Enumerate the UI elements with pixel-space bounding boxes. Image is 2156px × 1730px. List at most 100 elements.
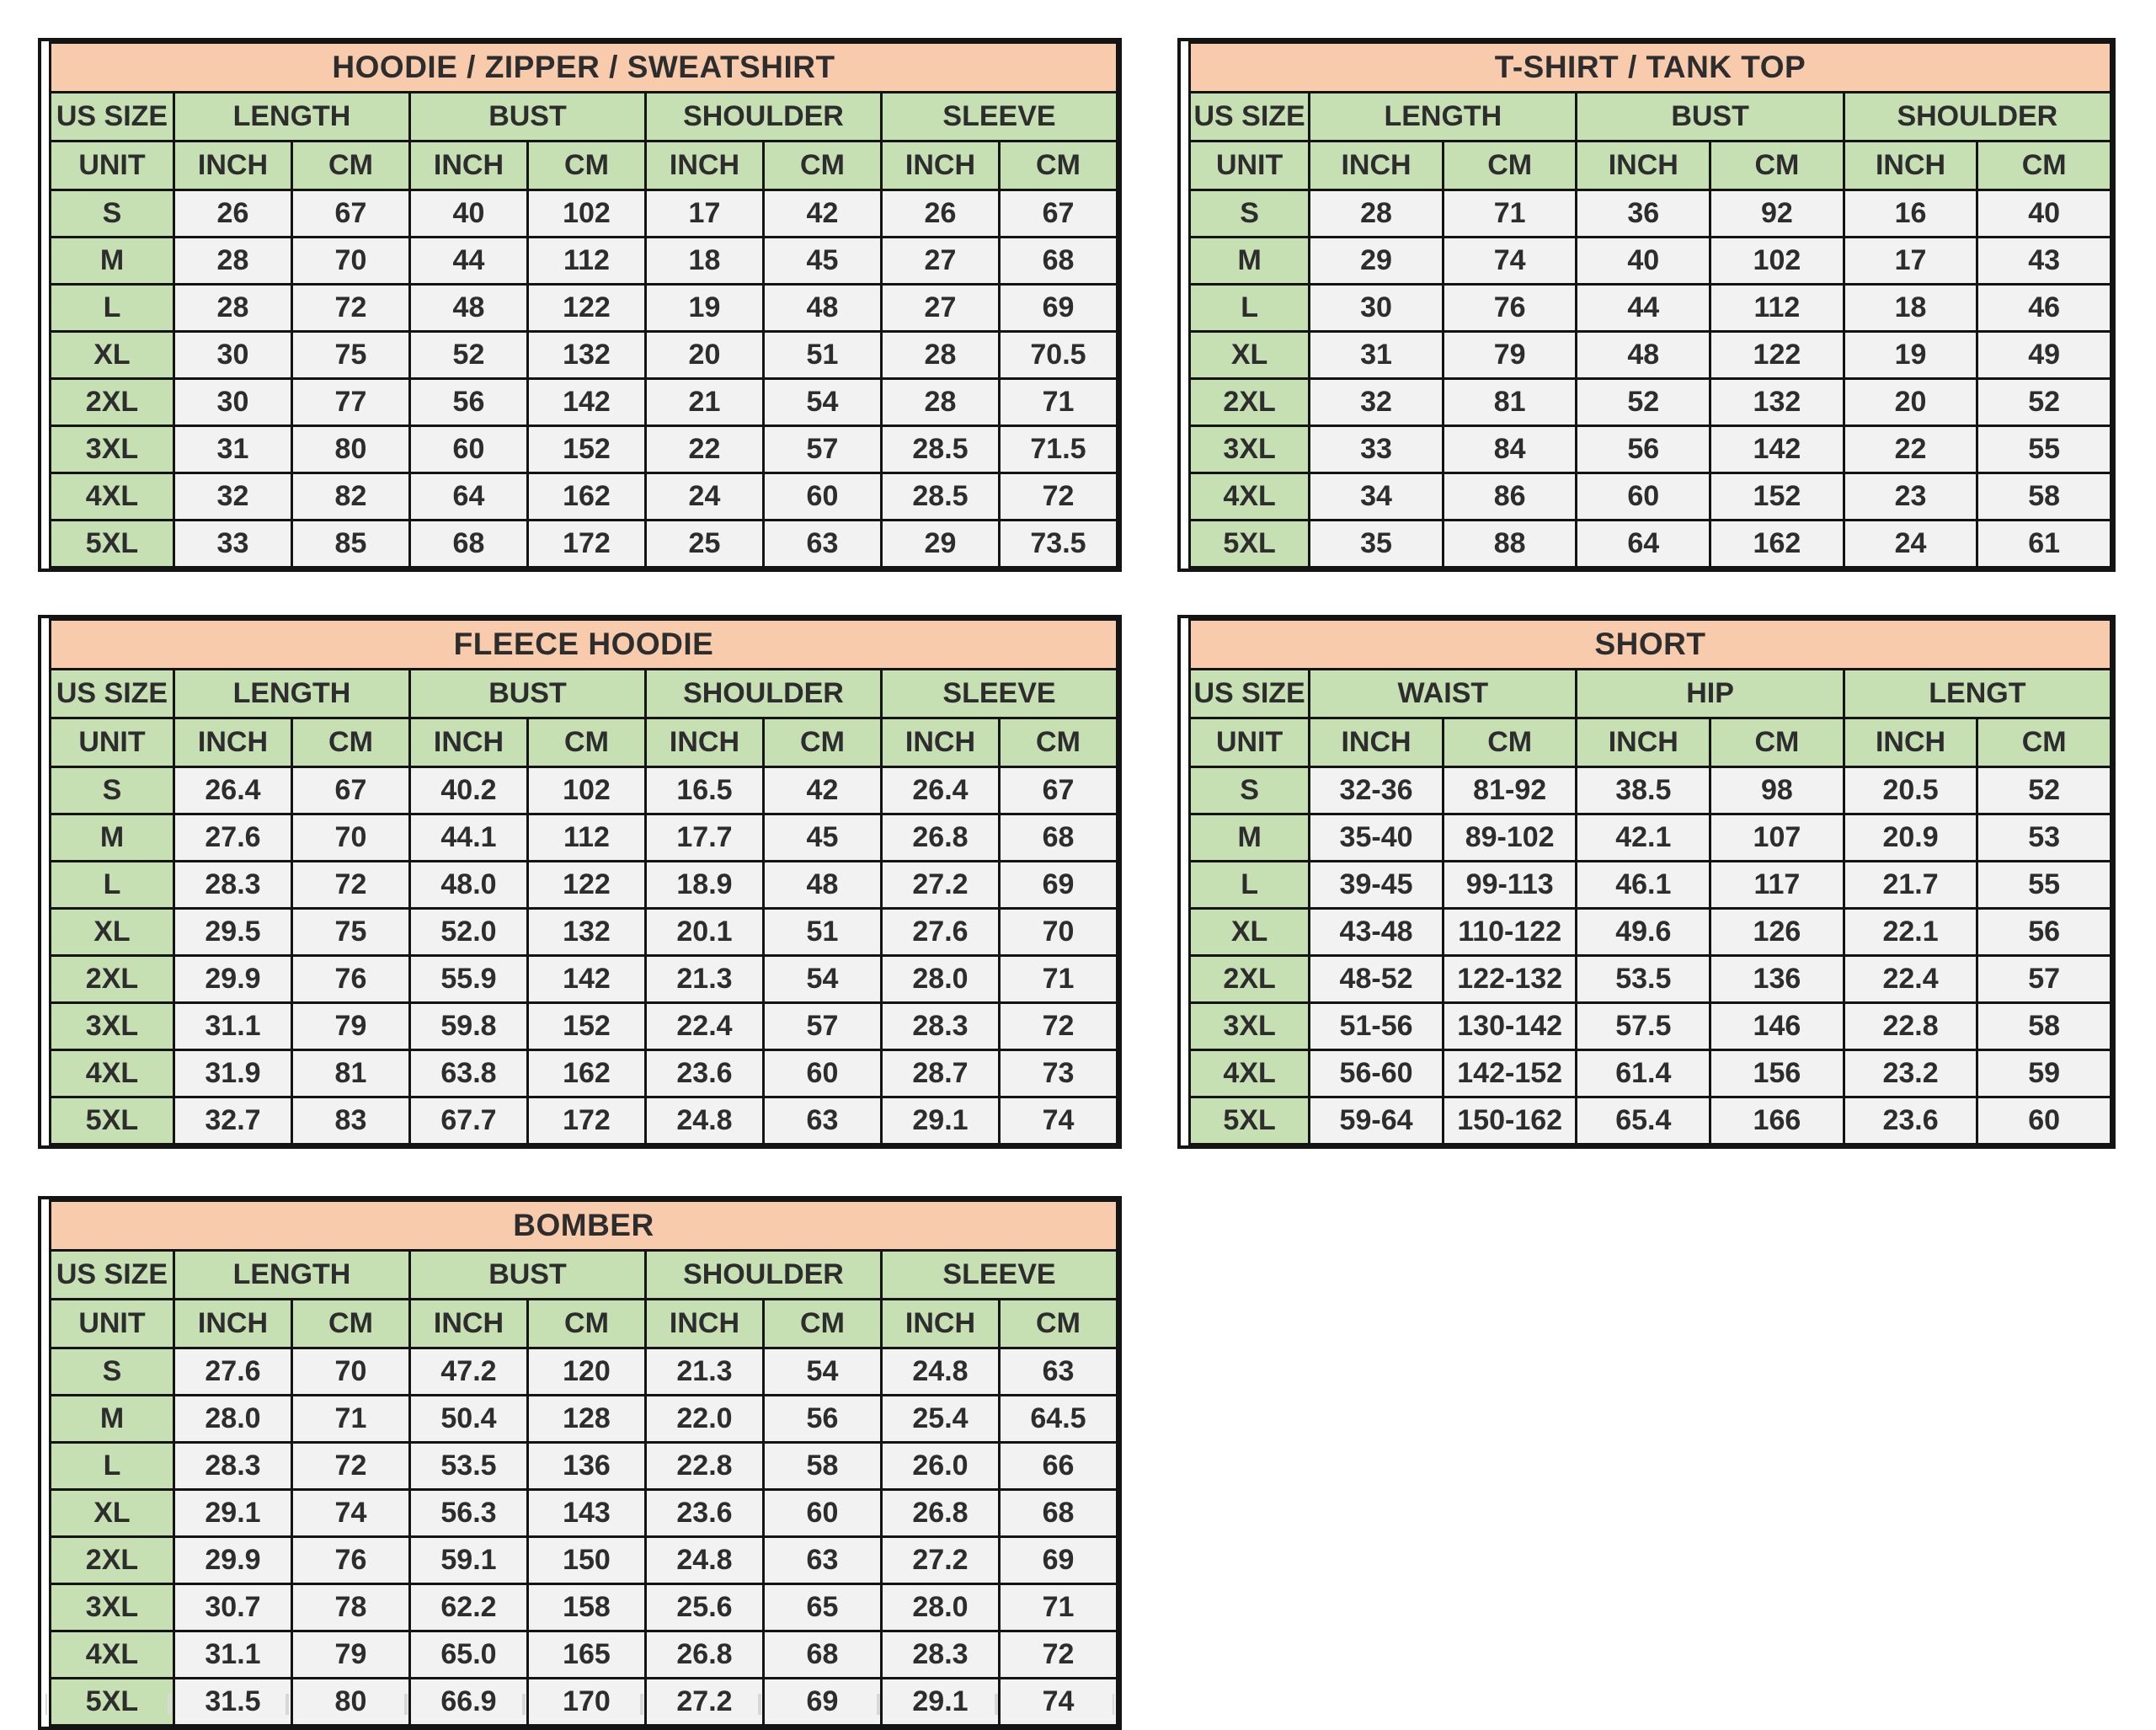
table-row-5xl: 5XL 59-64 150-162 65.4 166 23.6 60: [1187, 1096, 2112, 1145]
empty-cell: [523, 1694, 643, 1715]
unit-label-inch: INCH: [1842, 717, 1979, 768]
measure-value: 52: [408, 330, 529, 380]
measure-value: 48: [761, 860, 883, 910]
group-header-lengt: LENGT: [1842, 668, 2113, 719]
measure-value: 55: [1976, 860, 2112, 910]
measure-value: 132: [1709, 377, 1845, 427]
measure-value: 28.0: [879, 1583, 1001, 1632]
table-row-m: M 35-40 89-102 42.1 107 20.9 53: [1187, 813, 2112, 862]
size-table-fleece-hoodie: FLEECE HOODIE US SIZE LENGTH BUST SHOULDER SL…: [38, 615, 1122, 1149]
measure-value: 28.7: [879, 1049, 1001, 1098]
measure-value: 56: [1976, 907, 2112, 957]
unit-label-cm: CM: [1709, 717, 1845, 768]
measure-value: 70: [290, 813, 411, 862]
group-header-length: LENGTH: [172, 91, 411, 142]
group-header-shoulder: SHOULDER: [643, 1249, 883, 1300]
measure-value: 75: [290, 330, 411, 380]
measure-value: 54: [761, 377, 883, 427]
measure-value: 60: [761, 1049, 883, 1098]
size-label: 4XL: [1187, 1049, 1311, 1098]
measure-value: 64: [408, 472, 529, 521]
measure-value: 166: [1709, 1096, 1845, 1145]
measure-value: 28.5: [879, 472, 1001, 521]
measure-value: 18: [643, 236, 765, 286]
measure-value: 32: [1308, 377, 1444, 427]
measure-value: 44: [1575, 283, 1712, 333]
table-title: HOODIE / ZIPPER / SWEATSHIRT: [49, 41, 1118, 93]
measure-value: 71: [290, 1394, 411, 1444]
size-table-bomber: BOMBER US SIZE LENGTH BUST SHOULDER SLEEVE UNI…: [38, 1196, 1122, 1730]
table-row-3xl: 3XL 30.7 78 62.2 158 25.6 65 28.0 71: [49, 1583, 1119, 1632]
measure-value: 142-152: [1441, 1049, 1578, 1098]
measure-value: 44.1: [408, 813, 529, 862]
unit-label-inch: INCH: [172, 1298, 293, 1349]
measure-value: 35: [1308, 519, 1444, 569]
measure-value: 45: [761, 236, 883, 286]
size-label: M: [49, 1394, 175, 1444]
measure-value: 59-64: [1308, 1096, 1444, 1145]
size-label: XL: [1187, 330, 1311, 380]
measure-value: 26.4: [172, 766, 293, 815]
table-row-4xl: 4XL 56-60 142-152 61.4 156 23.2 59: [1187, 1049, 2112, 1098]
measure-value: 20.9: [1842, 813, 1979, 862]
measure-value: 24.8: [643, 1096, 765, 1145]
unit-label-cm: CM: [997, 1298, 1119, 1349]
table-row-5xl: 5XL 33 85 68 172 25 63 29 73.5: [49, 519, 1119, 569]
unit-label-cm: CM: [526, 1298, 647, 1349]
size-label: 2XL: [1187, 377, 1311, 427]
measure-value: 69: [997, 283, 1119, 333]
measure-value: 56: [408, 377, 529, 427]
measure-value: 70: [290, 1347, 411, 1396]
table-title: BOMBER: [49, 1199, 1118, 1252]
unit-header: UNIT: [49, 140, 175, 191]
measure-value: 52.0: [408, 907, 529, 957]
unit-label-cm: CM: [997, 140, 1119, 191]
measure-value: 122-132: [1441, 954, 1578, 1004]
measure-value: 18: [1842, 283, 1979, 333]
table-row-xl: XL 30 75 52 132 20 51 28 70.5: [49, 330, 1119, 380]
size-label: XL: [1187, 907, 1311, 957]
measure-value: 40.2: [408, 766, 529, 815]
measure-value: 20.5: [1842, 766, 1979, 815]
measure-value: 22.4: [643, 1001, 765, 1051]
measure-value: 78: [290, 1583, 411, 1632]
measure-value: 28.5: [879, 424, 1001, 474]
measure-value: 23: [1842, 472, 1979, 521]
measure-value: 26: [172, 189, 293, 238]
measure-value: 36: [1575, 189, 1712, 238]
measure-value: 24.8: [643, 1535, 765, 1585]
size-label: 2XL: [49, 954, 175, 1004]
measure-value: 55: [1976, 424, 2112, 474]
measure-value: 51-56: [1308, 1001, 1444, 1051]
measure-value: 16.5: [643, 766, 765, 815]
measure-value: 28.3: [879, 1001, 1001, 1051]
unit-label-inch: INCH: [408, 140, 529, 191]
unit-label-inch: INCH: [1575, 140, 1712, 191]
measure-value: 26: [879, 189, 1001, 238]
measure-value: 32-36: [1308, 766, 1444, 815]
us-size-header: US SIZE: [49, 91, 175, 142]
empty-cell: [995, 1694, 1114, 1715]
table-row-5xl: 5XL 35 88 64 162 24 61: [1187, 519, 2112, 569]
measure-value: 130-142: [1441, 1001, 1578, 1051]
measure-value: 71: [997, 954, 1119, 1004]
measure-value: 30: [1308, 283, 1444, 333]
measure-value: 23.6: [643, 1488, 765, 1538]
measure-value: 99-113: [1441, 860, 1578, 910]
measure-value: 146: [1709, 1001, 1845, 1051]
measure-value: 53: [1976, 813, 2112, 862]
measure-value: 18.9: [643, 860, 765, 910]
table-row-l: L 28 72 48 122 19 48 27 69: [49, 283, 1119, 333]
measure-value: 17.7: [643, 813, 765, 862]
measure-value: 72: [997, 1001, 1119, 1051]
us-size-header: US SIZE: [1187, 668, 1311, 719]
measure-value: 30: [172, 377, 293, 427]
measure-value: 68: [997, 236, 1119, 286]
size-label: XL: [49, 330, 175, 380]
unit-label-cm: CM: [1976, 717, 2112, 768]
measure-value: 39-45: [1308, 860, 1444, 910]
measure-value: 42: [761, 766, 883, 815]
measure-value: 61.4: [1575, 1049, 1712, 1098]
measure-value: 28.0: [172, 1394, 293, 1444]
table-row-2xl: 2XL 30 77 56 142 21 54 28 71: [49, 377, 1119, 427]
